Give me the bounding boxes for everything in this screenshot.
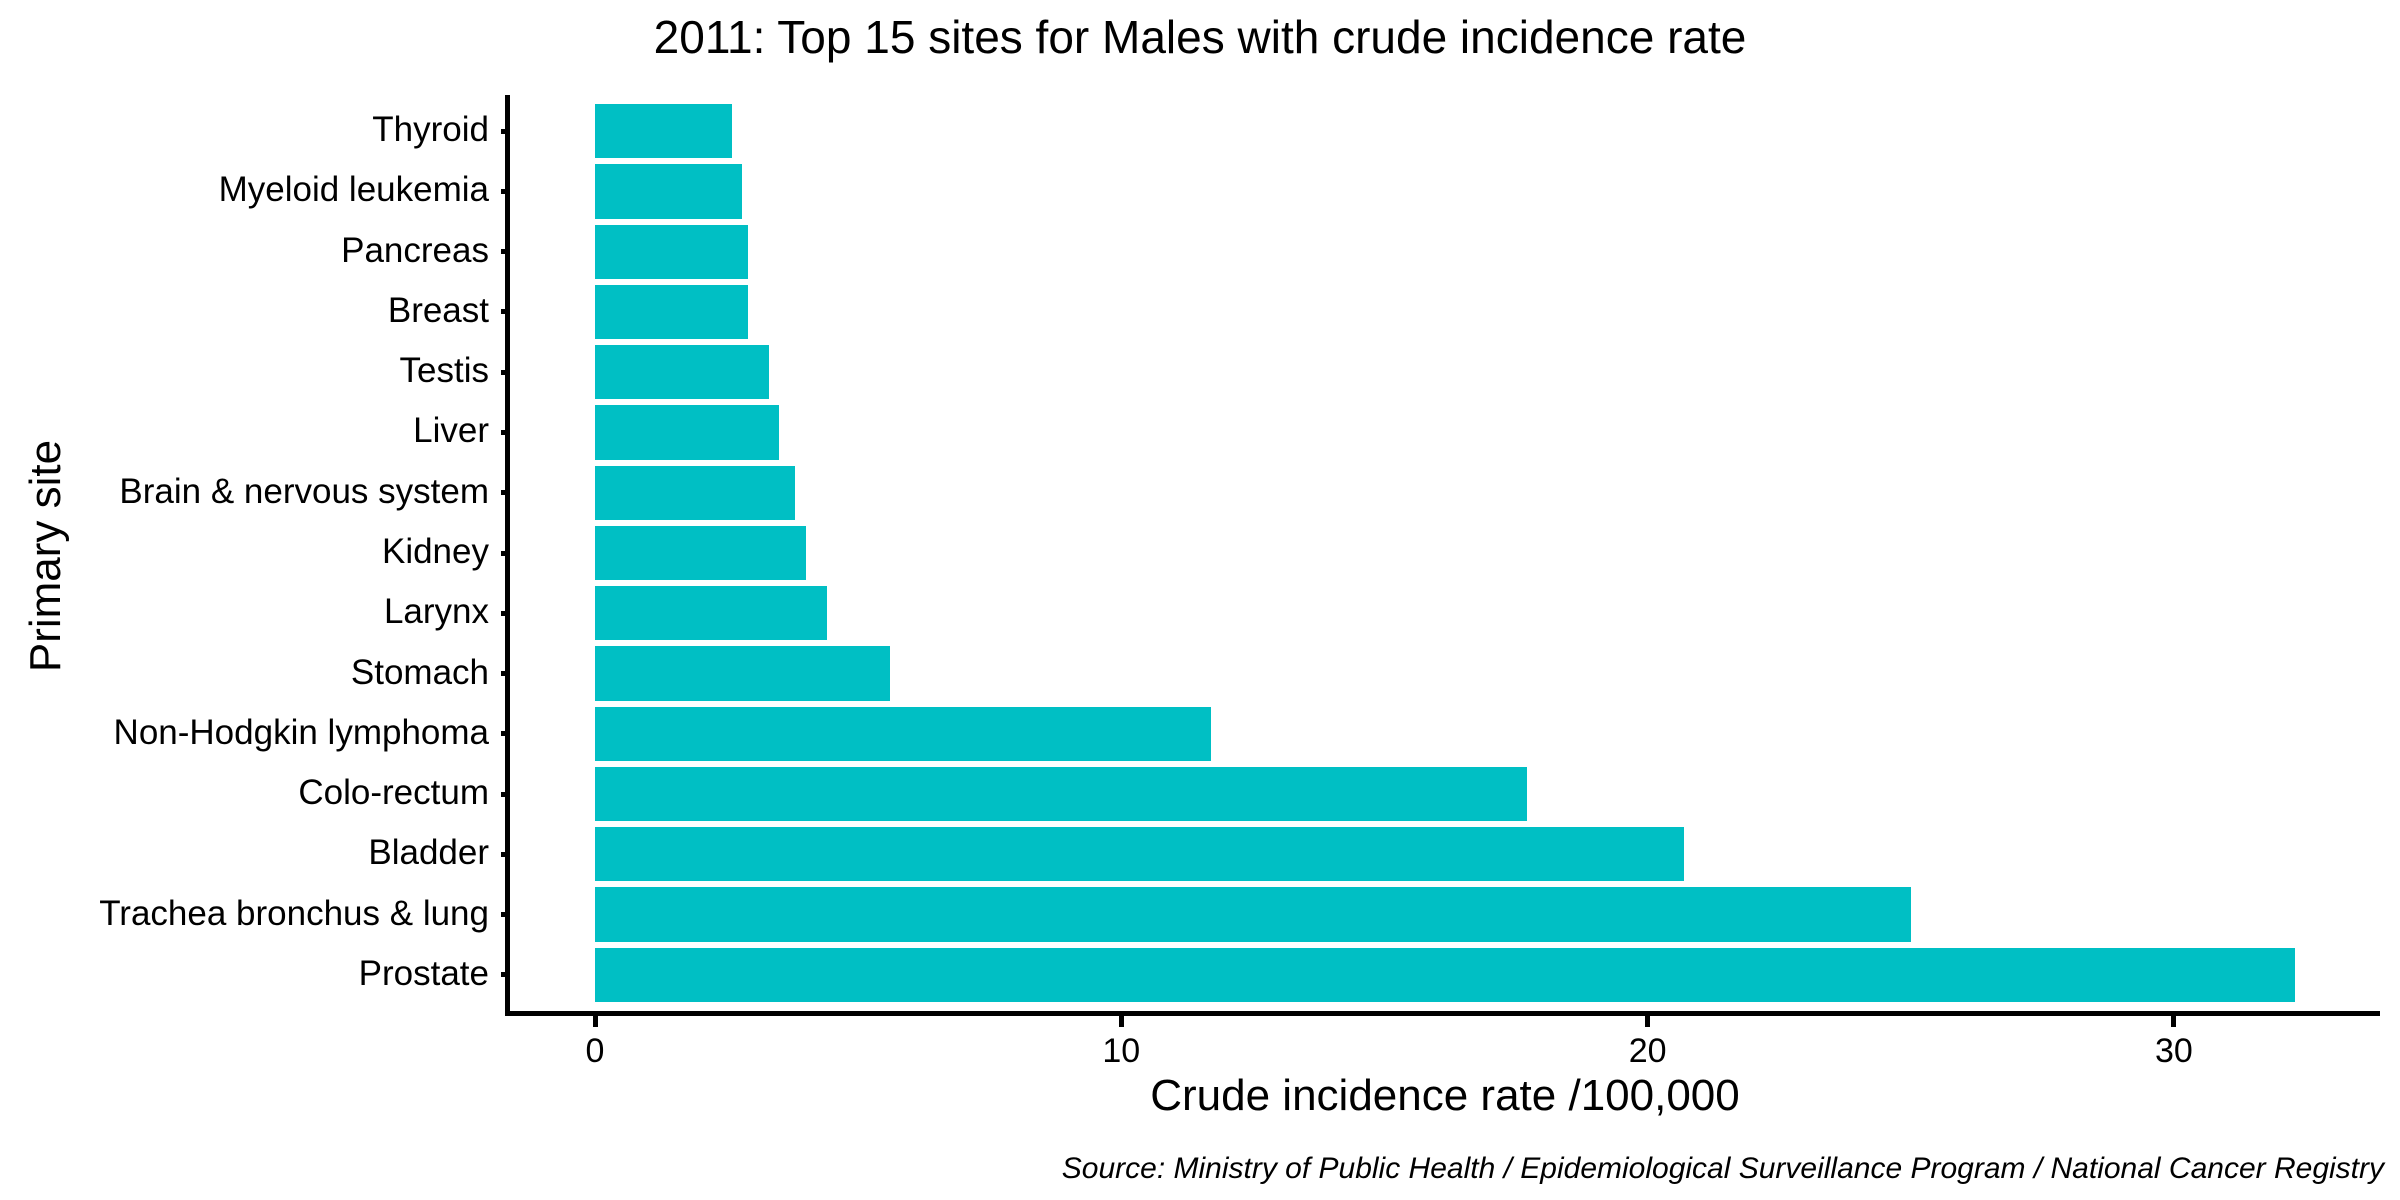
y-axis-tick	[501, 249, 510, 255]
y-tick-label: Breast	[387, 291, 489, 331]
x-axis-tick	[592, 1016, 598, 1027]
y-axis-tick	[501, 731, 510, 737]
y-axis-tick	[501, 188, 510, 194]
y-axis-tick	[501, 912, 510, 918]
y-tick-label: Bladder	[368, 833, 489, 873]
y-axis-tick	[501, 550, 510, 556]
bar-pancreas	[595, 224, 748, 279]
y-axis-tick	[501, 490, 510, 496]
bar-myeloid-leukemia	[595, 164, 743, 219]
bar-bladder	[595, 827, 1685, 882]
x-axis-title: Crude incidence rate /100,000	[1150, 1071, 1740, 1120]
y-tick-label: Myeloid leukemia	[218, 170, 489, 210]
x-axis-tick	[1118, 1016, 1124, 1027]
y-axis-tick	[501, 309, 510, 315]
chart-title: 2011: Top 15 sites for Males with crude …	[653, 11, 1747, 63]
y-axis-tick	[501, 671, 510, 677]
bar-colo-rectum	[595, 766, 1527, 822]
bar-brain-nervous-system	[595, 465, 795, 520]
y-tick-label: Pancreas	[341, 230, 489, 270]
y-tick-label: Liver	[413, 411, 489, 451]
plot-panel: Crude incidence rate /100,000 Thyroid Mye…	[99, 95, 2380, 1120]
bar-liver	[595, 405, 780, 460]
y-tick-label: Prostate	[358, 954, 489, 994]
y-tick-label: Stomach	[350, 652, 489, 692]
y-tick-label: Non-Hodgkin lymphoma	[113, 712, 489, 752]
y-axis-tick	[501, 972, 510, 978]
y-tick-label: Thyroid	[372, 110, 489, 150]
bar-breast	[595, 284, 748, 340]
y-tick-label: Colo-rectum	[298, 773, 489, 813]
y-axis-tick	[501, 610, 510, 616]
source-note: Source: Ministry of Public Health / Epid…	[1061, 1152, 2384, 1185]
y-tick-label: Kidney	[381, 532, 489, 572]
bar-thyroid	[595, 104, 732, 159]
x-tick-label: 0	[585, 1032, 605, 1070]
x-axis-tick	[2171, 1016, 2177, 1027]
x-tick-label: 10	[1102, 1032, 1141, 1070]
bar-non-hodgkin-lymphoma	[595, 706, 1211, 761]
y-tick-label: Larynx	[383, 592, 489, 632]
bar-stomach	[595, 646, 890, 701]
y-tick-label: Testis	[399, 351, 489, 391]
y-axis-tick	[501, 429, 510, 435]
x-axis-tick	[1645, 1016, 1651, 1027]
bar-larynx	[595, 586, 827, 641]
y-axis-tick	[501, 128, 510, 134]
bar-testis	[595, 345, 769, 400]
y-tick-label: Trachea bronchus & lung	[99, 893, 489, 933]
bar-kidney	[595, 525, 806, 581]
x-tick-label: 20	[1628, 1032, 1667, 1070]
y-axis-tick	[501, 369, 510, 375]
bar-prostate	[595, 947, 2295, 1002]
y-axis-title: Primary site	[21, 439, 70, 673]
bar-trachea-bronchus-lung	[595, 887, 1911, 942]
x-tick-label: 30	[2155, 1032, 2193, 1070]
y-axis-tick	[501, 851, 510, 857]
y-tick-label: Brain & nervous system	[119, 471, 489, 511]
y-axis-tick	[501, 791, 510, 797]
